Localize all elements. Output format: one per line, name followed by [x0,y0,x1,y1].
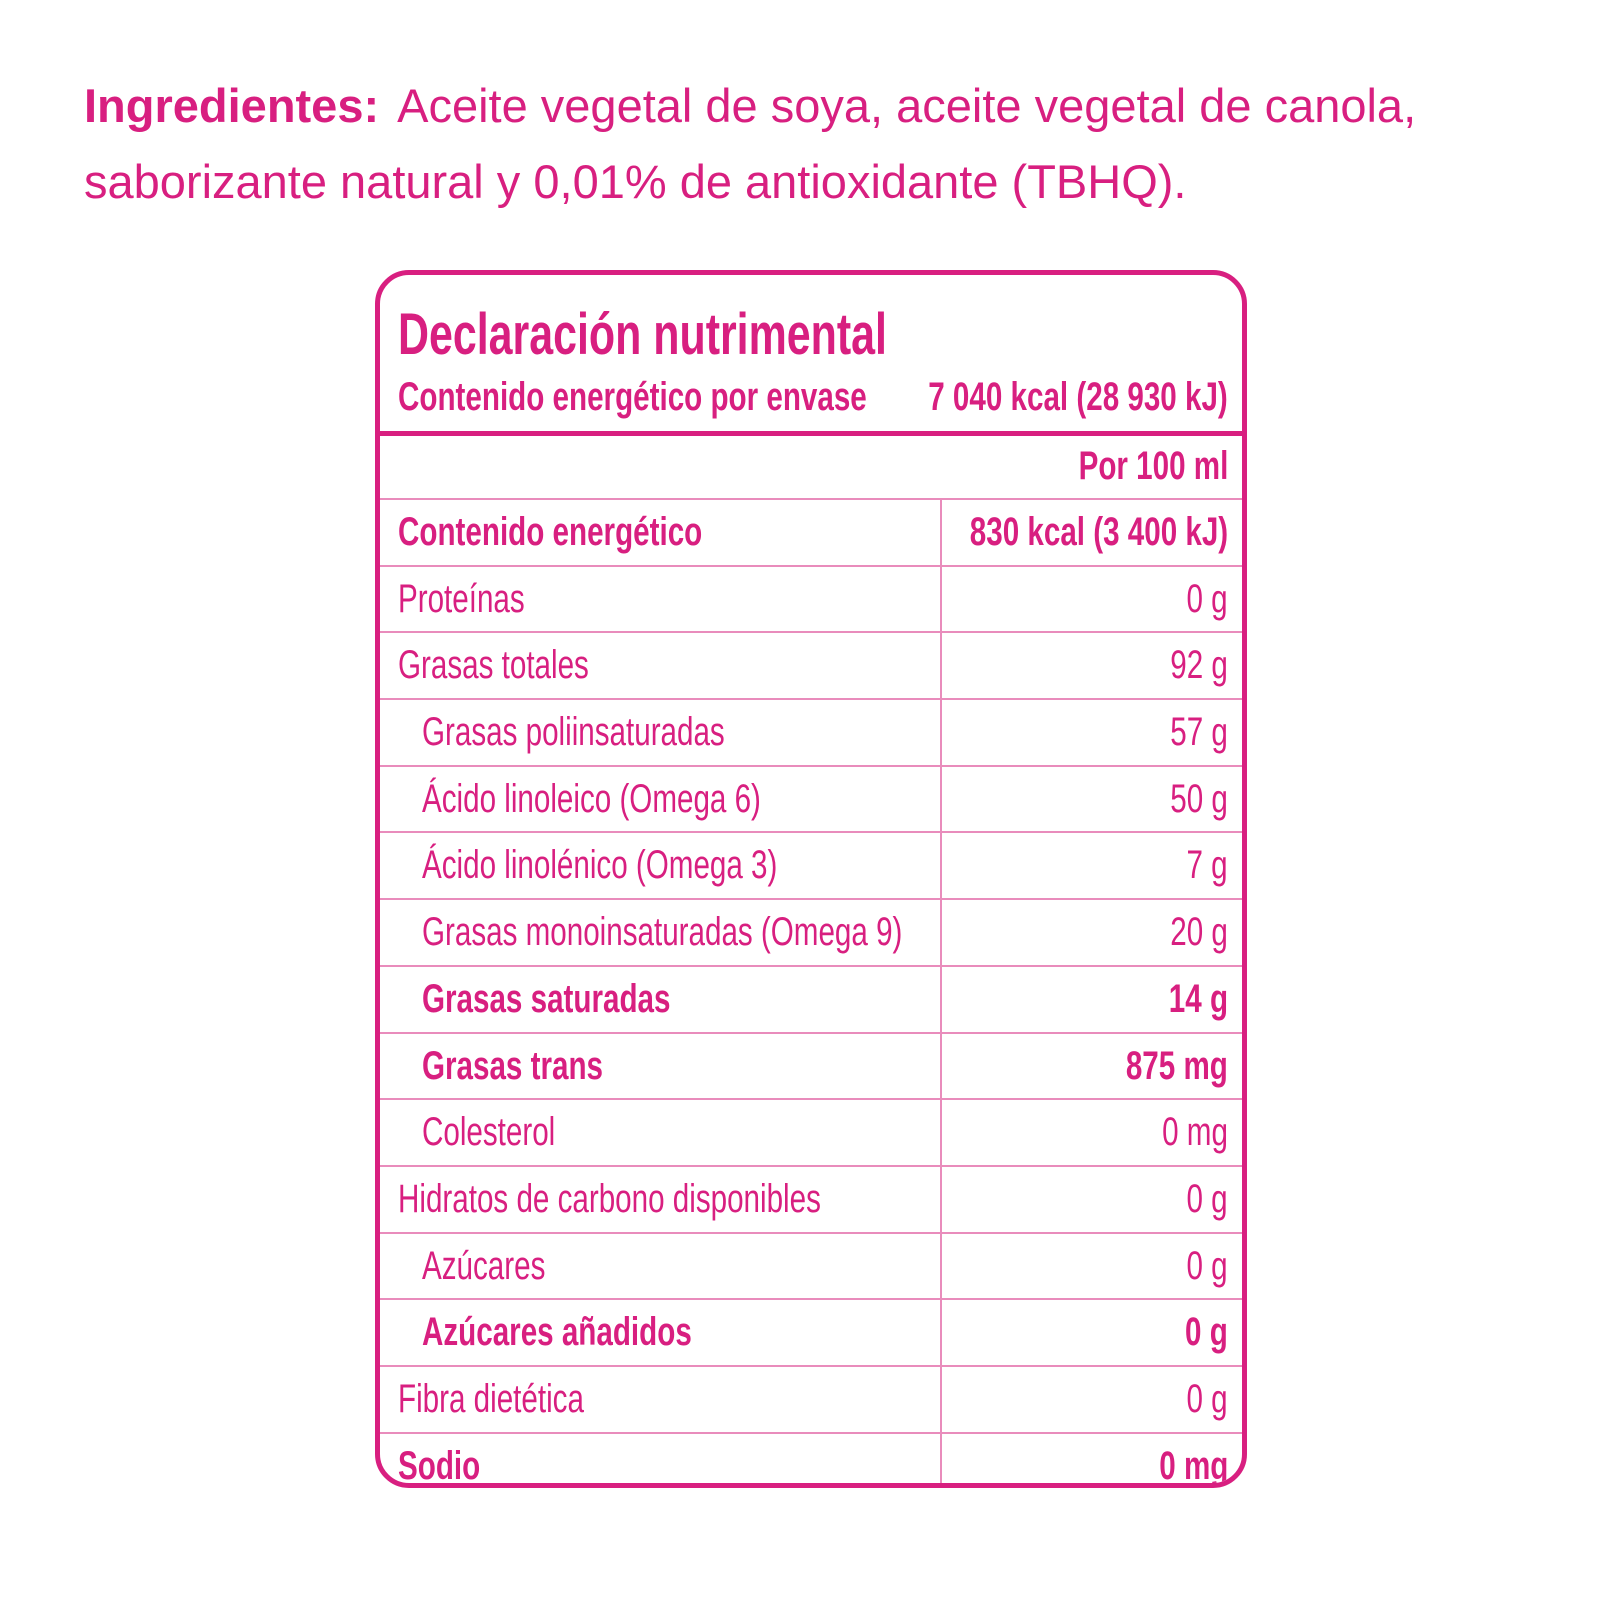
column-divider [940,1033,942,1101]
row-label: Ácido linolénico (Omega 3) [422,843,778,888]
energy-value: 7 040 kcal (28 930 kJ) [928,375,1228,419]
column-divider [940,1166,942,1234]
table-row: Grasas monoinsaturadas (Omega 9) 20 g [380,900,1242,967]
table-rows: Contenido energético 830 kcal (3 400 kJ) P… [380,500,1242,1488]
row-value: 875 mg [1125,1043,1228,1088]
row-value: 57 g [1170,710,1228,755]
column-divider [940,1233,942,1301]
ingredients: Ingredientes: Aceite vegetal de soya, ace… [84,68,1544,220]
row-value: 0 g [1186,1176,1228,1221]
column-divider [940,633,942,701]
row-label: Colesterol [422,1110,556,1155]
row-value: 830 kcal (3 400 kJ) [969,510,1228,554]
row-label: Azúcares [422,1243,546,1288]
row-value: 20 g [1170,910,1228,955]
table-row: Sodio 0 mg [380,1433,1242,1488]
row-value: 0 g [1186,1243,1228,1288]
table-row: Colesterol 0 mg [380,1100,1242,1167]
table-row: Hidratos de carbono disponibles 0 g [380,1166,1242,1234]
column-divider [940,766,942,834]
row-label: Grasas totales [398,643,589,688]
column-divider [940,1366,942,1434]
row-value: 0 g [1186,576,1228,621]
column-divider [940,966,942,1034]
table-row: Fibra dietética 0 g [380,1366,1242,1434]
column-divider [940,900,942,967]
row-label: Grasas monoinsaturadas (Omega 9) [422,910,903,955]
column-divider [940,1433,942,1483]
row-label: Grasas poliinsaturadas [422,710,725,755]
row-value: 92 g [1170,643,1228,688]
row-label: Fibra dietética [398,1376,584,1421]
row-label: Proteínas [398,576,525,621]
row-label: Contenido energético [398,510,703,554]
title-text: Declaración nutrimental [398,302,887,367]
column-divider [940,700,942,767]
row-value: 0 g [1186,1376,1228,1421]
table-title: Declaración nutrimental [398,301,1059,368]
energy-label: Contenido energético por envase [398,375,867,419]
row-value: 0 g [1185,1310,1228,1355]
row-label: Ácido linoleico (Omega 6) [422,776,761,821]
row-label: Grasas trans [422,1043,603,1088]
row-label: Grasas saturadas [422,976,671,1021]
table-row: Azúcares añadidos 0 g [380,1300,1242,1367]
row-label: Hidratos de carbono disponibles [398,1176,821,1221]
column-divider [940,833,942,901]
row-value: 50 g [1170,776,1228,821]
row-label: Azúcares añadidos [422,1310,692,1355]
table-row: Grasas saturadas 14 g [380,966,1242,1034]
column-divider [940,500,942,567]
column-header-text: Por 100 ml [1078,444,1228,488]
ingredients-text: Aceite vegetal de soya, aceite vegetal d… [84,79,1417,208]
table-row: Proteínas 0 g [380,566,1242,634]
column-header: Por 100 ml [380,431,1242,500]
ingredients-label: Ingredientes: [84,79,380,132]
table-row: Azúcares 0 g [380,1233,1242,1301]
row-label: Sodio [398,1443,481,1488]
column-divider [940,1100,942,1167]
row-value: 7 g [1186,843,1228,888]
table-row: Contenido energético 830 kcal (3 400 kJ) [380,500,1242,567]
table-row: Ácido linoleico (Omega 6) 50 g [380,766,1242,834]
table-row: Ácido linolénico (Omega 3) 7 g [380,833,1242,901]
table-row: Grasas trans 875 mg [380,1033,1242,1101]
nutrition-table: Declaración nutrimental Contenido energé… [375,270,1247,1488]
column-divider [940,566,942,634]
column-divider [940,1300,942,1367]
row-value: 0 mg [1162,1110,1228,1155]
energy-per-package: Contenido energético por envase 7 040 kc… [398,375,1228,427]
row-value: 0 mg [1158,1443,1228,1488]
row-value: 14 g [1168,976,1228,1021]
table-row: Grasas poliinsaturadas 57 g [380,700,1242,767]
table-row: Grasas totales 92 g [380,633,1242,701]
